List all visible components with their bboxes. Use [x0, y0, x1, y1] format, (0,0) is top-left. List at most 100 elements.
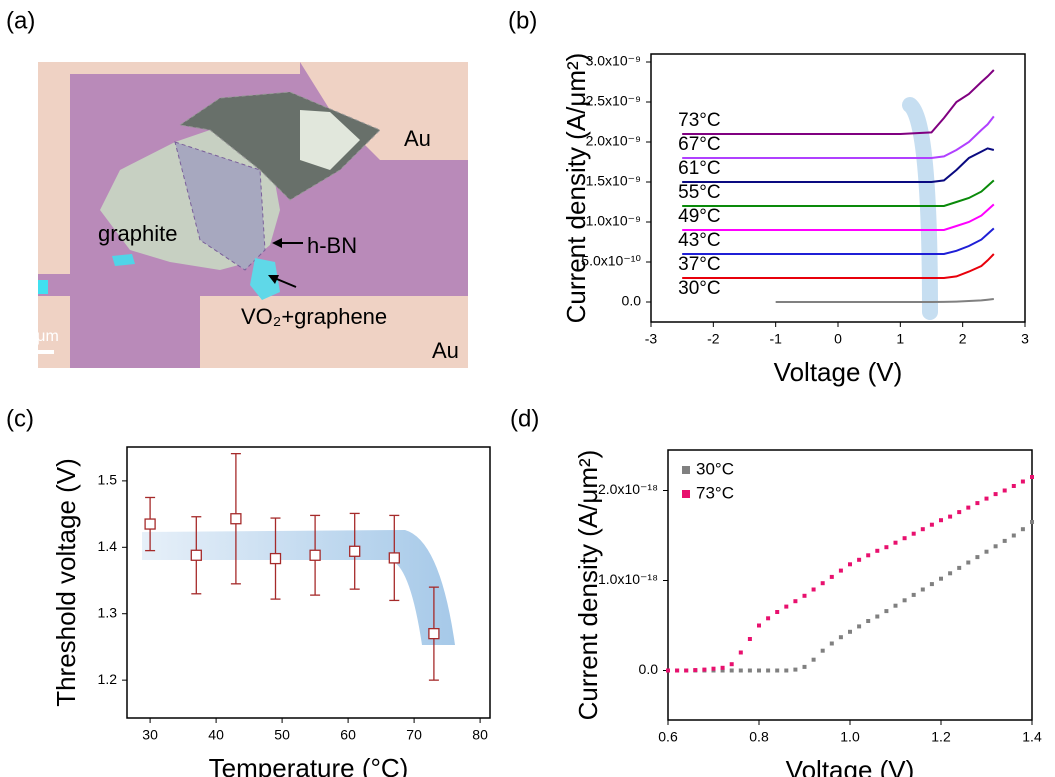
- point: [920, 587, 925, 592]
- point: [820, 648, 825, 653]
- point: [929, 522, 934, 527]
- series-label: 55°C: [678, 182, 720, 203]
- point: [884, 609, 889, 614]
- plot-frame: [126, 446, 491, 719]
- point: [684, 668, 689, 673]
- y-tick-label: 3.0x10⁻⁹: [586, 53, 641, 69]
- panel-label: (d): [510, 405, 539, 432]
- point: [975, 501, 980, 506]
- point: [693, 668, 698, 673]
- y-tick-label: 0.0: [622, 293, 642, 309]
- y-tick-label: 2.0x10⁻¹⁸: [598, 481, 658, 497]
- point: [1002, 538, 1007, 543]
- panel-label: (a): [6, 7, 35, 34]
- point: [793, 599, 798, 604]
- legend-swatch: [682, 466, 690, 474]
- marker: [190, 549, 202, 561]
- point: [975, 555, 980, 560]
- point: [811, 587, 816, 592]
- point: [766, 668, 771, 673]
- y-tick-label: 1.5: [98, 472, 118, 488]
- y-axis-title: Current density (A/μm²): [561, 53, 591, 324]
- series-line: [682, 253, 995, 279]
- x-axis-title: Temperature (°C): [209, 753, 409, 777]
- point: [902, 536, 907, 541]
- point: [838, 635, 843, 640]
- series-line: [682, 179, 995, 207]
- y-tick-label: 2.0x10⁻⁹: [586, 133, 641, 149]
- y-tick-label: 1.5x10⁻⁹: [586, 173, 641, 189]
- label-graphite: graphite: [98, 221, 178, 246]
- label-au: Au: [432, 338, 459, 363]
- series-line: [682, 203, 995, 231]
- x-tick-label: 3: [1021, 331, 1029, 347]
- point: [829, 574, 834, 579]
- marker: [309, 549, 321, 561]
- x-tick-label: -2: [707, 331, 720, 347]
- point: [866, 553, 871, 558]
- y-tick-label: 5.0x10⁻¹⁰: [581, 253, 641, 269]
- point: [884, 545, 889, 550]
- point: [757, 668, 761, 673]
- legend-label: 30°C: [696, 459, 734, 478]
- point: [702, 667, 707, 672]
- point: [811, 657, 816, 662]
- point: [939, 518, 943, 523]
- point: [729, 668, 734, 673]
- panel-label: (b): [508, 7, 537, 34]
- point: [766, 616, 771, 621]
- y-axis-title: Current density (A/μm²): [573, 450, 603, 721]
- point: [738, 668, 743, 673]
- series-label: 67°C: [678, 134, 720, 155]
- x-tick-label: 0.8: [749, 729, 769, 745]
- x-tick-label: -3: [645, 331, 658, 347]
- point: [857, 624, 862, 629]
- point: [929, 582, 934, 587]
- point: [911, 592, 916, 597]
- point: [802, 593, 807, 598]
- point: [866, 619, 871, 623]
- point: [984, 549, 989, 554]
- point: [902, 598, 907, 603]
- point: [729, 662, 734, 667]
- point: [1020, 479, 1025, 484]
- point: [675, 668, 680, 673]
- point: [1011, 484, 1016, 488]
- point: [775, 610, 780, 614]
- point: [948, 571, 953, 576]
- point: [1020, 527, 1025, 532]
- x-axis-title: Voltage (V): [774, 357, 903, 387]
- y-tick-label: 1.2: [98, 671, 118, 687]
- point: [747, 637, 752, 641]
- point: [966, 505, 971, 510]
- point: [784, 668, 789, 673]
- x-axis-title: Voltage (V): [786, 755, 915, 777]
- x-tick-label: 1.4: [1022, 729, 1042, 745]
- marker: [428, 627, 440, 640]
- point: [848, 562, 852, 567]
- x-tick-label: 1.0: [840, 729, 860, 745]
- point: [838, 568, 843, 573]
- series-label: 30°C: [678, 278, 720, 299]
- x-tick-label: 1.2: [931, 729, 951, 745]
- panel-label: (c): [6, 405, 34, 432]
- x-tick-label: 30: [142, 727, 158, 743]
- x-tick-label: -1: [769, 331, 782, 347]
- guide-band: [902, 97, 938, 320]
- point: [711, 666, 716, 671]
- point: [893, 603, 898, 608]
- point: [757, 623, 761, 628]
- point: [720, 665, 725, 670]
- guide-band: [142, 530, 455, 645]
- y-tick-label: 2.5x10⁻⁹: [586, 93, 641, 109]
- y-tick-label: 1.3: [98, 604, 118, 620]
- point: [848, 629, 852, 634]
- point: [966, 560, 971, 565]
- x-tick-label: 0: [834, 331, 842, 347]
- legend-label: 73°C: [696, 483, 734, 502]
- marker: [349, 545, 361, 557]
- x-tick-label: 40: [208, 727, 224, 743]
- point: [993, 544, 998, 549]
